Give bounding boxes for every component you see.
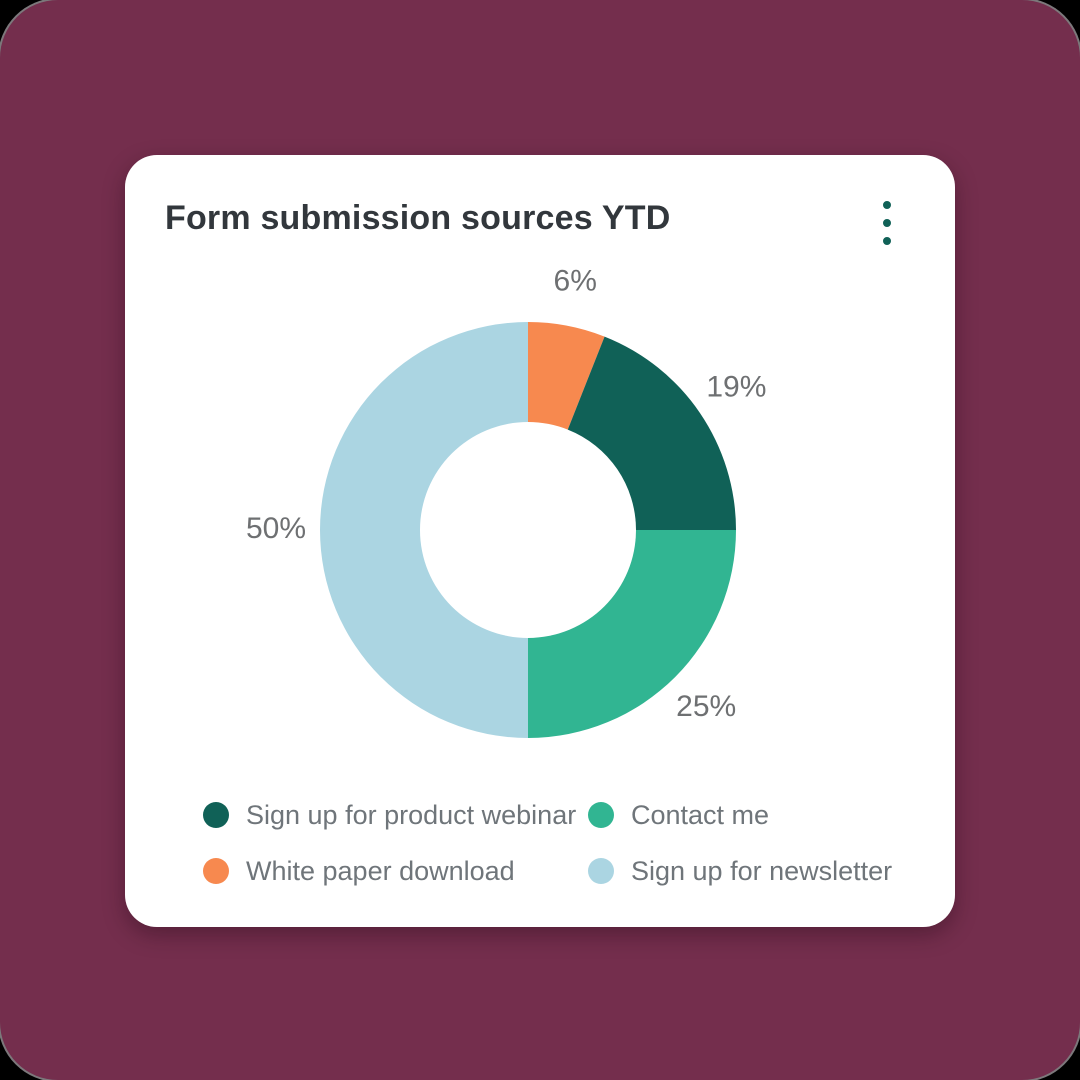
donut-segment-sign-up-for-newsletter[interactable] <box>320 322 528 738</box>
legend-item-sign-up-for-newsletter: Sign up for newsletter <box>588 856 919 886</box>
donut-segment-white-paper-download[interactable] <box>528 322 605 430</box>
segment-percent-label-sign-up-for-newsletter: 50% <box>246 512 306 545</box>
segment-percent-label-white-paper-download: 6% <box>554 264 597 297</box>
kebab-vertical-dots-icon <box>867 201 907 245</box>
kebab-menu-button[interactable] <box>867 195 907 247</box>
card-header: Form submission sources YTD <box>165 195 915 245</box>
legend-dot-sign-up-for-newsletter <box>588 858 614 884</box>
segment-percent-label-sign-up-for-product-webinar: 19% <box>706 370 766 403</box>
donut-chart: 6% 19% 25% 50% <box>246 264 766 738</box>
legend-item-white-paper-download: White paper download <box>203 856 588 886</box>
donut-segment-contact-me[interactable] <box>528 530 736 738</box>
legend-label: Sign up for product webinar <box>246 800 577 830</box>
chart-legend: Sign up for product webinar Contact me Whi… <box>203 800 919 886</box>
donut-segment-sign-up-for-product-webinar[interactable] <box>567 336 736 530</box>
legend-label: White paper download <box>246 856 515 886</box>
legend-dot-white-paper-download <box>203 858 229 884</box>
legend-label: Contact me <box>631 800 770 830</box>
legend-dot-sign-up-for-product-webinar <box>203 802 229 828</box>
legend-item-contact-me: Contact me <box>588 800 919 830</box>
legend-item-sign-up-for-product-webinar: Sign up for product webinar <box>203 800 588 830</box>
legend-label: Sign up for newsletter <box>631 856 893 886</box>
chart-card: Form submission sources YTD 6% 19% 25% 50% … <box>125 155 955 927</box>
legend-dot-contact-me <box>588 802 614 828</box>
card-title: Form submission sources YTD <box>165 199 671 237</box>
segment-percent-label-contact-me: 25% <box>676 690 736 723</box>
